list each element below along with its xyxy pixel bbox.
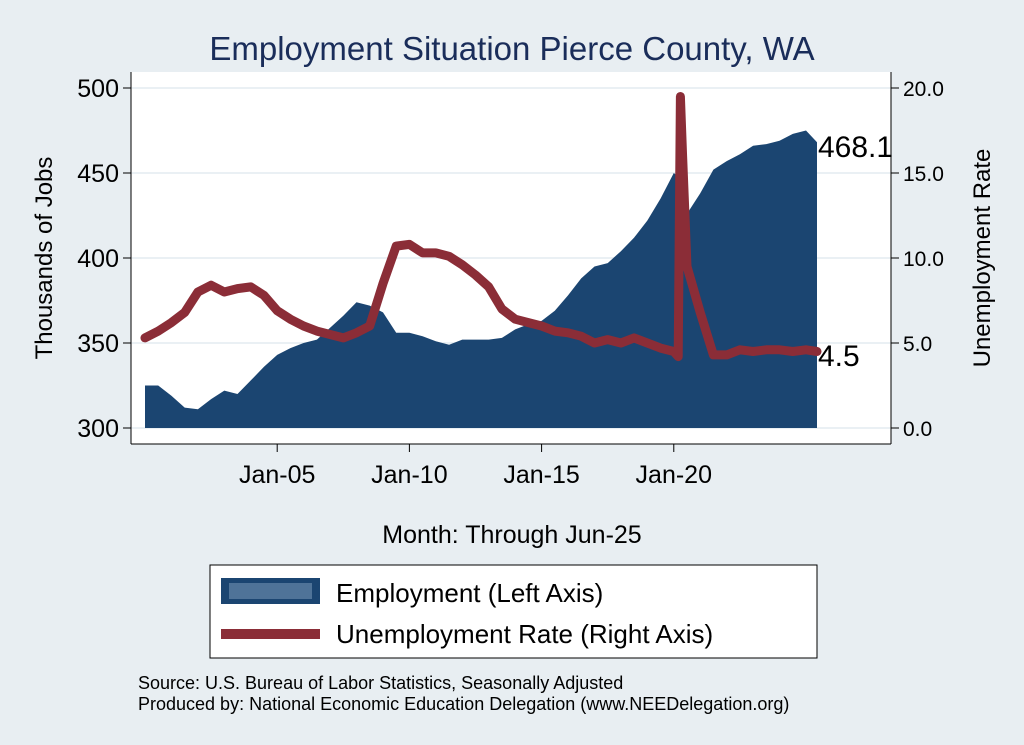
producer-note: Produced by: National Economic Education… [138,694,789,714]
y-left-tick-label: 450 [77,160,119,188]
y-left-tick-label: 400 [77,245,119,273]
employment-area-layer [145,130,817,428]
y-left-axis-label: Thousands of Jobs [31,157,58,360]
x-tick-label: Jan-05 [239,461,315,489]
y-right-tick-label: 5.0 [903,333,932,356]
y-right-axis-label: Unemployment Rate [969,149,996,368]
legend: Employment (Left Axis) Unemployment Rate… [209,564,818,659]
x-tick-label: Jan-10 [371,461,447,489]
y-right-tick-label: 15.0 [903,163,944,186]
y-right-tick-label: 0.0 [903,418,932,441]
y-left-tick-label: 500 [77,75,119,103]
y-left-tick-label: 300 [77,415,119,443]
chart-title: Employment Situation Pierce County, WA [209,30,814,67]
x-tick-label: Jan-20 [636,461,712,489]
axis-ticks: 300 350 400 450 500 0.0 5.0 10.0 15.0 20.0 Jan-05 J… [77,75,944,489]
unemployment-line [140,92,822,362]
y-left-tick-label: 350 [77,330,119,358]
source-note: Source: U.S. Bureau of Labor Statistics,… [138,673,623,693]
x-tick-label: Jan-15 [503,461,579,489]
employment-area [145,130,817,428]
unemployment-line-layer [140,92,822,362]
legend-label-unemployment: Unemployment Rate (Right Axis) [336,619,713,649]
legend-label-employment: Employment (Left Axis) [336,578,603,608]
unemployment-end-label: 4.5 [818,340,860,373]
legend-swatch-employment-inner [229,583,312,599]
x-axis-label: Month: Through Jun-25 [382,521,641,549]
y-right-tick-label: 20.0 [903,78,944,101]
employment-end-label: 468.1 [818,131,893,164]
y-right-tick-label: 10.0 [903,248,944,271]
